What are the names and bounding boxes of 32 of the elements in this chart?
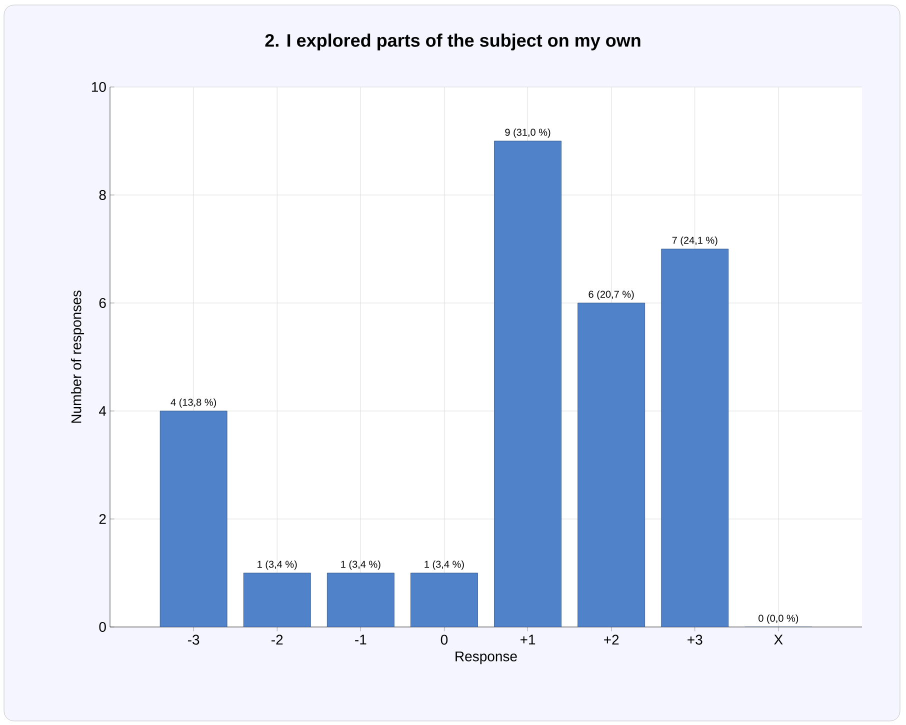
bar [326, 572, 394, 627]
data-label: 1 (3,4 %) [424, 560, 464, 570]
x-tick-label: X [774, 634, 783, 644]
x-axis-title: Response [456, 652, 517, 664]
x-tick-label: 0 [440, 634, 448, 645]
bar [661, 248, 729, 627]
x-tick-label: -1 [355, 634, 366, 644]
bar [410, 572, 478, 627]
data-label: 4 (13,8 %) [170, 398, 216, 408]
y-tick-label: 10 [92, 82, 106, 92]
y-tick-label: 8 [99, 190, 106, 200]
x-tick-label: +2 [604, 634, 619, 645]
x-tick-label: -2 [272, 634, 283, 645]
bar [494, 140, 562, 627]
y-tick-label: 2 [99, 514, 106, 524]
data-label: 0 (0,0 %) [758, 614, 798, 624]
y-axis-title: Number of responses [70, 290, 84, 423]
x-tick-label: -3 [188, 634, 200, 645]
data-label: 9 (31,0 %) [505, 128, 550, 138]
data-label: 6 (20,7 %) [588, 290, 634, 300]
y-tick-label: 0 [99, 622, 106, 632]
x-tick-label: +1 [520, 634, 536, 644]
data-label: 1 (3,4 %) [341, 560, 380, 570]
bar [160, 410, 228, 627]
data-label: 1 (3,4 %) [258, 560, 297, 570]
bar [243, 572, 311, 627]
y-tick-label: 6 [99, 298, 106, 308]
x-tick-label: +3 [688, 634, 702, 645]
chart-title: 2. I explored parts of the subject on my own [265, 34, 640, 50]
y-tick-label: 4 [99, 406, 106, 416]
bar [578, 302, 646, 627]
data-label: 7 (24,1 %) [672, 236, 718, 246]
